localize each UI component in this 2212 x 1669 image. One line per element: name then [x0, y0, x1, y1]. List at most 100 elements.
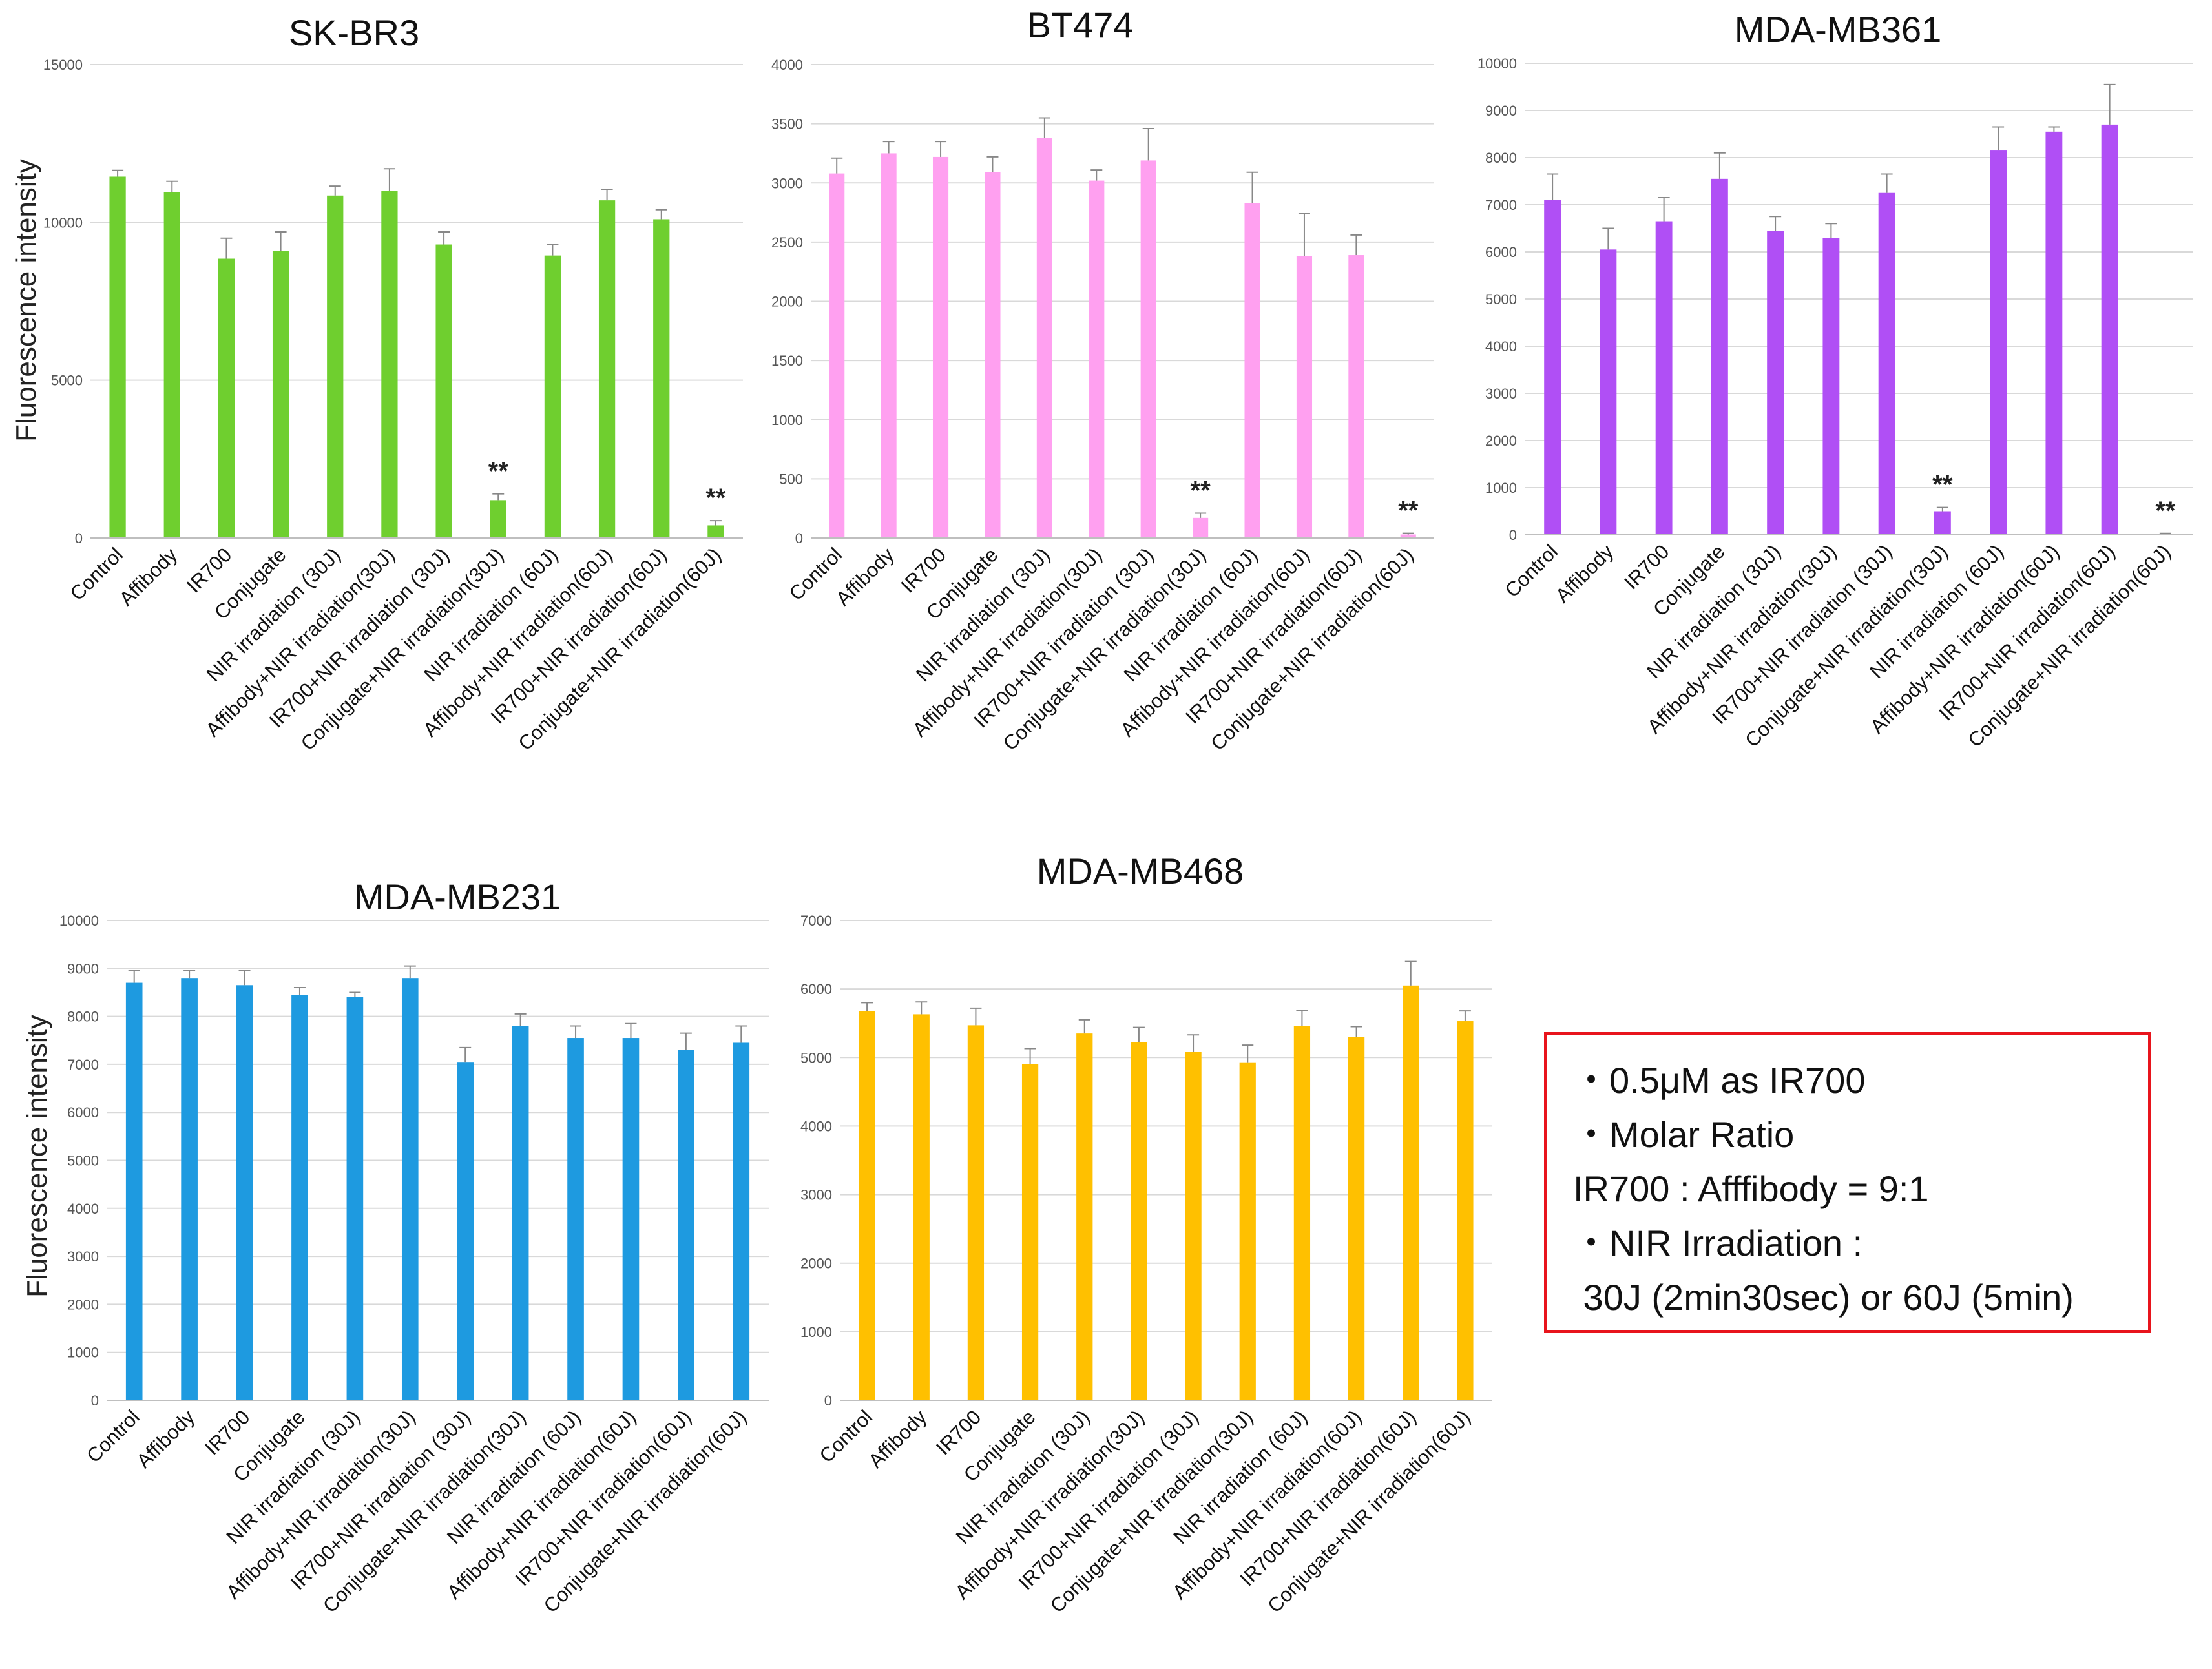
- y-tick-label: 7000: [1485, 197, 1517, 213]
- chart-title: MDA-MB468: [1037, 851, 1244, 891]
- y-axis-label: Fluorescence intensity: [10, 159, 42, 442]
- bar: [291, 995, 308, 1400]
- bar: [544, 255, 561, 538]
- bar: [381, 191, 398, 538]
- y-tick-label: 4000: [1485, 338, 1517, 355]
- bar: [2045, 131, 2063, 535]
- bar: [1131, 1042, 1147, 1400]
- bar: [163, 192, 180, 538]
- y-tick-label: 10000: [59, 913, 99, 929]
- bar: [622, 1038, 640, 1400]
- bar: [1767, 231, 1784, 535]
- bar: [1140, 160, 1156, 538]
- chart-2: BT47405001000150020002500300035004000Con…: [771, 5, 1434, 755]
- x-tick-label: Affibody: [115, 543, 182, 610]
- y-tick-label: 0: [1509, 527, 1517, 543]
- bar: [859, 1011, 875, 1400]
- y-tick-label: 8000: [67, 1009, 99, 1025]
- y-tick-label: 2000: [800, 1256, 832, 1272]
- y-tick-label: 10000: [1477, 56, 1517, 72]
- significance-mark: **: [705, 484, 726, 512]
- chart-title: MDA-MB231: [354, 876, 561, 917]
- y-tick-label: 0: [824, 1393, 832, 1409]
- significance-mark: **: [1932, 471, 1953, 499]
- y-tick-label: 8000: [1485, 150, 1517, 166]
- y-tick-label: 500: [779, 471, 803, 487]
- bar: [327, 195, 344, 539]
- bar: [1076, 1033, 1093, 1400]
- y-tick-label: 0: [795, 530, 803, 546]
- bar: [1193, 517, 1209, 538]
- bar: [567, 1038, 584, 1400]
- y-tick-label: 3000: [771, 175, 803, 191]
- bar: [346, 997, 364, 1400]
- bar: [1244, 203, 1260, 539]
- y-tick-label: 4000: [67, 1201, 99, 1217]
- y-tick-label: 3000: [67, 1249, 99, 1265]
- bar: [913, 1014, 930, 1400]
- bar: [1239, 1062, 1256, 1400]
- y-tick-label: 1000: [67, 1345, 99, 1361]
- y-tick-label: 9000: [1485, 103, 1517, 119]
- bar: [678, 1050, 694, 1400]
- note-line-nir-heading: ・NIR Irradiation :: [1573, 1223, 1863, 1263]
- y-axis-label: Fluorescence intensity: [21, 1015, 53, 1298]
- bar: [1348, 1037, 1365, 1400]
- bar: [653, 219, 670, 538]
- note-line-concentration: ・0.5μM as IR700: [1573, 1060, 1866, 1101]
- bar: [829, 173, 845, 539]
- bar: [435, 244, 452, 538]
- y-tick-label: 5000: [51, 373, 83, 389]
- bar: [1296, 256, 1313, 538]
- bar: [1711, 178, 1728, 535]
- y-tick-label: 3000: [800, 1187, 832, 1203]
- bar: [1822, 238, 1840, 535]
- conditions-note-box: ・0.5μM as IR700 ・Molar Ratio IR700 : Aff…: [1544, 1032, 2151, 1333]
- y-tick-label: 2000: [1485, 433, 1517, 449]
- y-tick-label: 6000: [800, 981, 832, 997]
- y-tick-label: 1000: [771, 412, 803, 428]
- bar: [401, 978, 419, 1400]
- y-tick-label: 5000: [800, 1050, 832, 1066]
- bar: [1293, 1026, 1311, 1400]
- note-line-molar-ratio-heading: ・Molar Ratio: [1573, 1114, 1795, 1155]
- y-tick-label: 2000: [771, 294, 803, 310]
- y-tick-label: 1000: [800, 1324, 832, 1340]
- bar: [125, 982, 143, 1400]
- significance-mark: **: [488, 457, 509, 486]
- bar: [733, 1042, 750, 1400]
- x-tick-label: Conjugate+NIR irradiation(60J): [539, 1405, 751, 1617]
- y-tick-label: 3500: [771, 116, 803, 132]
- x-tick-label: Conjugate+NIR irradiation(30J): [1740, 540, 1952, 752]
- bar: [1990, 150, 2007, 535]
- x-tick-label: Affibody+NIR irradiation(60J): [1116, 543, 1314, 741]
- y-tick-label: 0: [91, 1393, 99, 1409]
- significance-mark: **: [2155, 497, 2176, 525]
- y-tick-label: 9000: [67, 960, 99, 977]
- chart-title: SK-BR3: [289, 12, 419, 53]
- x-tick-label: Affibody: [864, 1405, 932, 1473]
- chart-5: MDA-MB46801000200030004000500060007000Co…: [800, 851, 1492, 1617]
- bar: [985, 172, 1001, 538]
- bar: [1185, 1052, 1202, 1400]
- y-tick-label: 5000: [67, 1153, 99, 1169]
- x-tick-label: Conjugate+NIR irradiation(30J): [318, 1405, 530, 1617]
- x-tick-label: Affibody: [831, 543, 899, 610]
- y-tick-label: 0: [75, 530, 83, 546]
- y-tick-label: 6000: [67, 1104, 99, 1121]
- bar: [236, 985, 253, 1400]
- y-tick-label: 2000: [67, 1296, 99, 1312]
- bar: [1655, 221, 1673, 535]
- bar: [512, 1026, 529, 1400]
- bar: [1348, 255, 1364, 538]
- chart-3: MDA-MB361 0 1000 2000 3000 4000 5000 6000 7000 80…: [1477, 9, 2193, 752]
- chart-title: MDA-MB361: [1735, 9, 1942, 50]
- x-tick-label: IR700: [200, 1405, 254, 1459]
- x-tick-label: Conjugate+NIR irradiation(60J): [1963, 540, 2175, 752]
- bar: [218, 258, 235, 538]
- bar: [1400, 534, 1416, 538]
- y-tick-label: 5000: [1485, 291, 1517, 307]
- y-tick-label: 2500: [771, 234, 803, 251]
